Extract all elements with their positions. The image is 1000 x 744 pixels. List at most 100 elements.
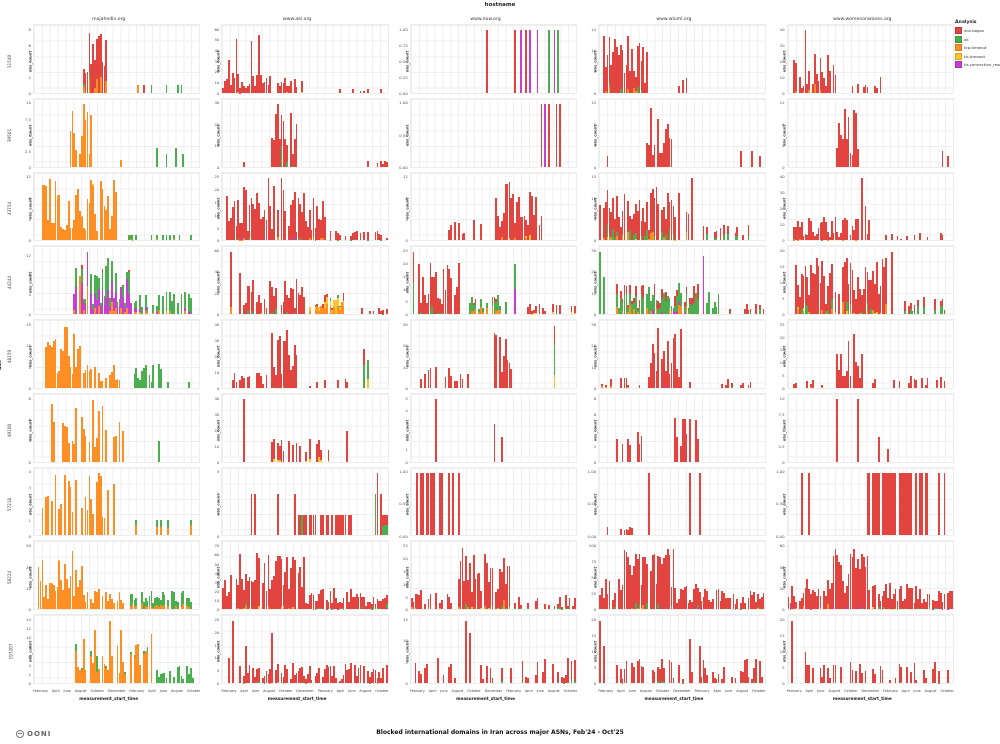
bar-segment-red xyxy=(830,264,833,299)
bar-segment-green xyxy=(159,368,162,388)
bar xyxy=(836,231,839,241)
bar-segment-purple xyxy=(75,286,78,315)
bar-segment-orange xyxy=(338,309,341,315)
bar-segment-red xyxy=(838,370,841,388)
bar-segment-orange xyxy=(114,307,117,315)
x-tick-label: October xyxy=(186,689,201,694)
bar-segment-orange xyxy=(64,474,66,536)
bar-segment-orange xyxy=(101,655,104,684)
bar xyxy=(90,274,93,315)
bar xyxy=(646,143,648,167)
bar-segment-orange xyxy=(116,645,119,684)
bar xyxy=(696,283,699,315)
bar-segment-green xyxy=(557,607,560,610)
bar-segment-red xyxy=(806,277,809,307)
bar-segment-purple xyxy=(103,305,106,315)
bar xyxy=(758,304,761,315)
bar xyxy=(425,473,428,536)
bar-segment-red xyxy=(342,597,345,609)
bar-segment-orange xyxy=(71,111,74,167)
bar-segment-orange xyxy=(184,310,187,315)
bar xyxy=(747,676,750,684)
bar xyxy=(378,307,381,315)
bar xyxy=(282,301,285,315)
bar-segment-green xyxy=(470,297,473,311)
bar-segment-orange xyxy=(457,607,460,610)
bar-segment-orange xyxy=(41,507,44,536)
bar-segment-orange xyxy=(47,220,49,241)
bar-segment-red xyxy=(674,216,677,240)
bar-segment-red xyxy=(327,601,330,610)
bar xyxy=(444,376,447,388)
bar xyxy=(853,289,856,315)
bar-segment-green xyxy=(369,313,371,315)
bar-segment-green xyxy=(80,667,83,670)
bar-segment-red xyxy=(482,678,484,684)
x-axis-title: measurement_start_time xyxy=(832,696,892,702)
bar xyxy=(717,294,720,315)
bar-segment-red xyxy=(308,514,311,536)
bar xyxy=(659,669,662,684)
bar xyxy=(625,377,628,388)
bar xyxy=(548,604,550,610)
bar-segment-red xyxy=(487,582,490,608)
bar-segment-red xyxy=(674,295,677,307)
bar-segment-red xyxy=(828,70,831,93)
bar xyxy=(736,598,739,610)
bar-segment-green xyxy=(133,599,136,607)
bar xyxy=(497,215,499,241)
bar-segment-red xyxy=(625,65,628,93)
bar xyxy=(668,374,671,388)
bar-segment-orange xyxy=(146,652,149,684)
bar-segment-yellow xyxy=(367,379,369,388)
asn-row-slot: 43754 xyxy=(2,172,12,242)
bar-segment-green xyxy=(286,311,289,315)
bar-segment-red xyxy=(457,579,460,608)
bar xyxy=(293,192,296,241)
bar-segment-red xyxy=(745,303,748,315)
bar xyxy=(144,650,147,684)
bar-segment-red xyxy=(222,587,225,610)
bar-segment-red xyxy=(621,211,624,236)
bar xyxy=(439,603,441,610)
bar-segment-orange xyxy=(62,351,64,388)
bar-segment-red xyxy=(685,211,688,233)
bar xyxy=(107,600,110,610)
bar-segment-red xyxy=(864,671,867,684)
bar-segment-red xyxy=(672,678,675,684)
bar-segment-orange xyxy=(144,606,147,610)
bar-segment-green xyxy=(141,591,143,603)
plot-area xyxy=(409,540,578,611)
bar xyxy=(370,603,373,610)
bar xyxy=(303,514,305,536)
bar-segment-red xyxy=(760,677,763,684)
bar-segment-green xyxy=(758,309,761,315)
bar-segment-orange xyxy=(819,90,822,93)
bar-segment-red xyxy=(676,368,678,388)
bar xyxy=(367,89,369,93)
y-tick-label: 3 xyxy=(216,469,220,475)
bar xyxy=(269,205,272,241)
bar xyxy=(288,85,290,93)
bar-segment-red xyxy=(636,210,639,241)
bar xyxy=(69,366,72,388)
bar-segment-red xyxy=(259,218,262,241)
bar xyxy=(653,671,656,684)
bar-segment-green xyxy=(827,310,829,315)
bar-segment-red xyxy=(680,328,682,388)
bar xyxy=(422,277,424,315)
bar-segment-red xyxy=(290,288,292,315)
y-tick-label: 40 xyxy=(214,395,220,401)
bar-segment-green xyxy=(668,297,671,309)
bar xyxy=(75,195,78,241)
y-tick-label: 5 xyxy=(28,132,31,138)
bar-segment-orange xyxy=(103,663,106,684)
hostname-header: www.now.org xyxy=(470,17,501,22)
bar xyxy=(165,678,168,684)
bar-segment-red xyxy=(290,679,292,684)
y-tick-label: 20 xyxy=(779,58,785,64)
bar xyxy=(633,71,635,93)
bar-segment-red xyxy=(508,362,511,388)
bar xyxy=(295,672,298,684)
bar-segment-green xyxy=(661,231,663,241)
